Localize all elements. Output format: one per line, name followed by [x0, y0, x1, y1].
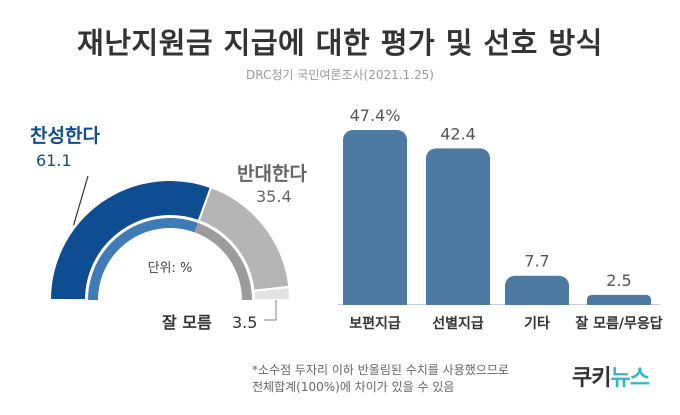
logo-part-2: 뉴스	[610, 366, 649, 391]
bar-category-label-3: 잘 모름/무응답	[575, 315, 662, 332]
bar-value-label-1: 42.4	[440, 124, 476, 143]
donut-inner-ring-rest	[194, 222, 252, 300]
page-title: 재난지원금 지급에 대한 평가 및 선호 방식	[77, 26, 603, 60]
slice-label-approve: 찬성한다	[30, 125, 100, 147]
slice-label-oppose: 반대한다	[237, 163, 307, 185]
bar-base-cover-3	[586, 305, 652, 312]
unit-label: 단위: %	[148, 261, 193, 276]
bar-category-label-1: 선별지급	[432, 315, 484, 332]
bar-value-label-0: 47.4%	[350, 106, 401, 125]
kukinews-logo: 쿠키뉴스	[572, 360, 650, 392]
bar-chart: 47.4% 보편지급 42.4 선별지급 7.7 기타 2.5 잘 모름/무응답	[338, 106, 663, 332]
donut-chart: 찬성한다 61.1 반대한다 35.4 잘 모름 3.5 단위: %	[30, 125, 307, 332]
survey-source: DRC정기 국민여론조사(2021.1.25)	[246, 68, 434, 82]
donut-inner-ring	[88, 218, 199, 300]
bar-base-cover-0	[342, 305, 408, 317]
slice-value-oppose: 35.4	[256, 187, 292, 206]
bar-category-label-0: 보편지급	[349, 315, 401, 332]
bar-0	[343, 130, 407, 314]
bar-base-cover-1	[425, 305, 491, 317]
bar-2	[505, 275, 569, 314]
leader-line-approve	[73, 175, 89, 226]
bar-base-cover-2	[504, 305, 570, 317]
bar-1	[426, 148, 490, 314]
slice-label-unknown: 잘 모름	[162, 313, 212, 332]
footnote-line-2: 전체합계(100%)에 차이가 있을 수 있음	[252, 380, 455, 394]
donut-slice-approve	[48, 179, 213, 301]
bar-value-label-2: 7.7	[524, 252, 549, 271]
slice-value-approve: 61.1	[36, 151, 72, 170]
footnote-line-1: *소수점 두자리 이하 반올림된 수치를 사용했으므로	[252, 363, 509, 377]
bar-category-label-2: 기타	[524, 316, 550, 332]
donut-slice-unknown	[252, 285, 292, 301]
bar-value-label-3: 2.5	[606, 271, 631, 290]
logo-part-1: 쿠키	[572, 366, 611, 391]
footnote: *소수점 두자리 이하 반올림된 수치를 사용했으므로 전체합계(100%)에 …	[252, 362, 582, 396]
leader-line-unknown	[264, 299, 277, 321]
slice-value-unknown: 3.5	[232, 313, 257, 332]
